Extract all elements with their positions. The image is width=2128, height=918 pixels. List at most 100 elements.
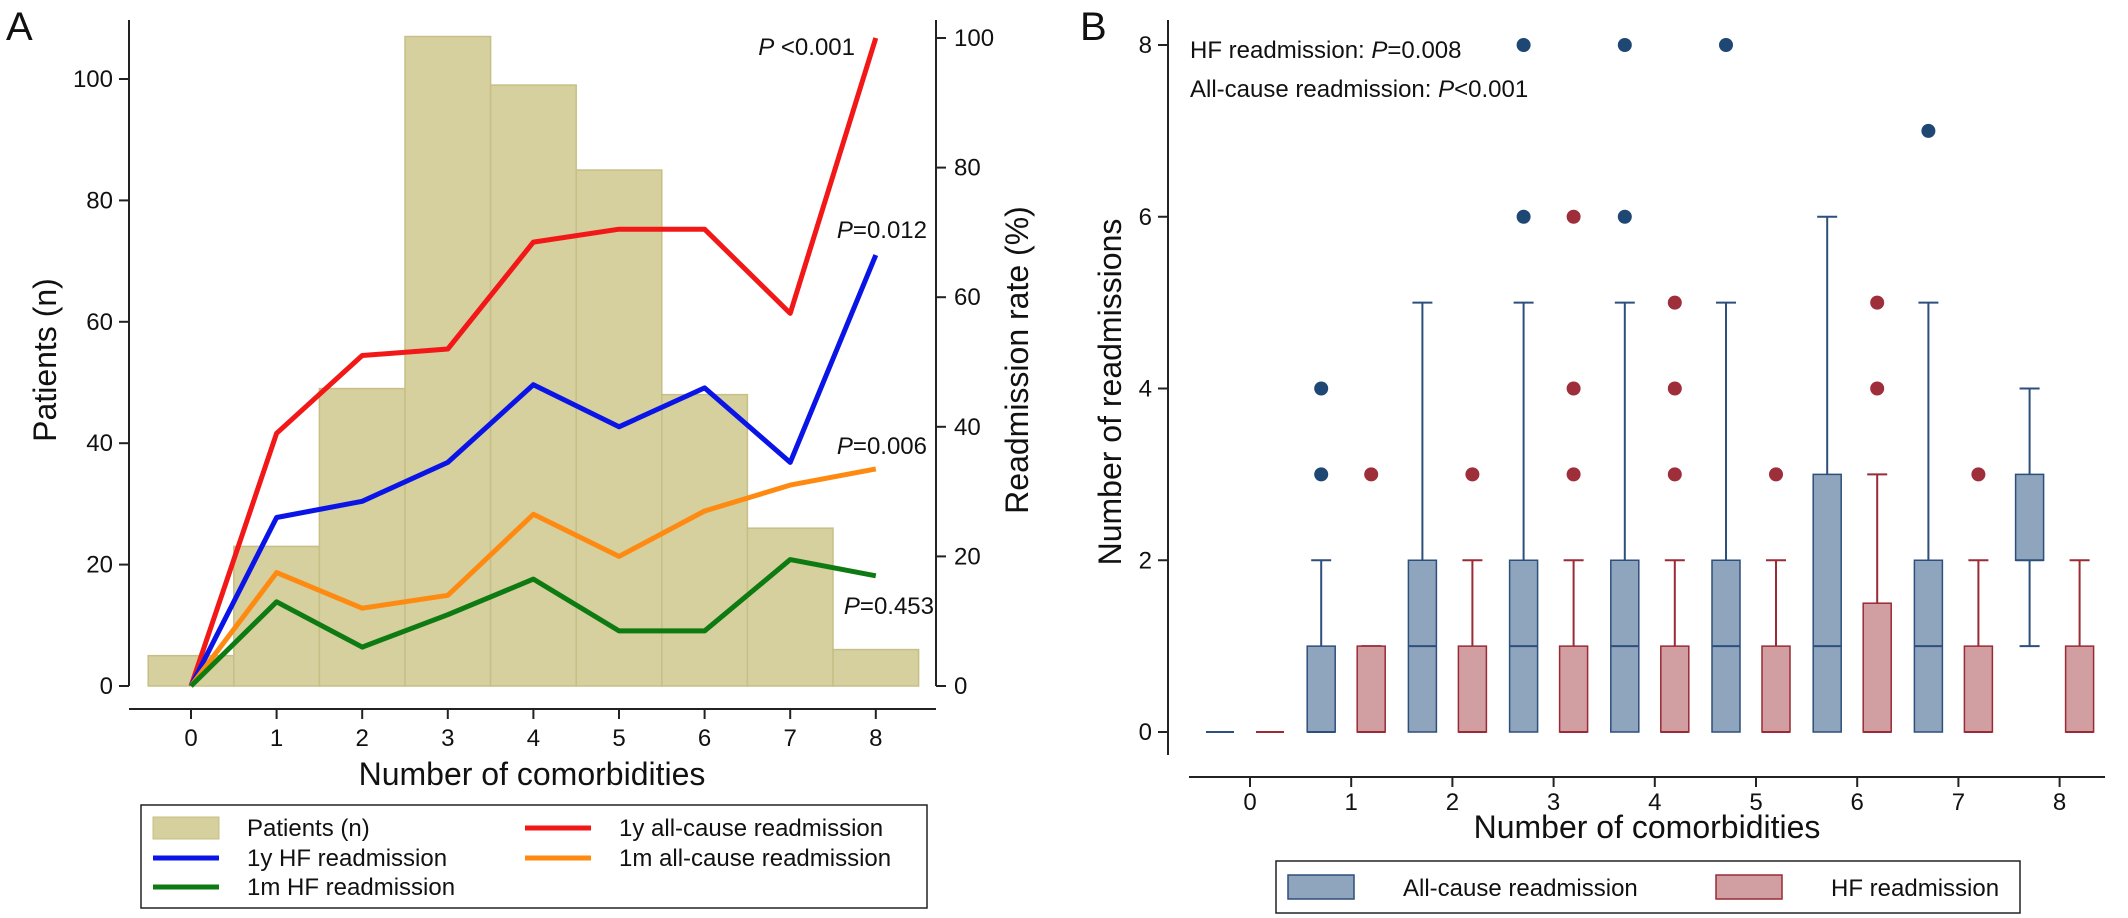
- x-tick-label-a-1: 1: [270, 725, 283, 752]
- legend-label-1y-hf: 1y HF readmission: [247, 845, 447, 872]
- line-1m-hf-readmission: [189, 557, 877, 688]
- box-hf-4-outlier-4: [1667, 381, 1682, 396]
- panel-b-boxes: [1206, 38, 2095, 733]
- box-hf-1-outlier-3: [1364, 467, 1379, 482]
- x-tick-label-b-5: 5: [1749, 789, 1762, 816]
- panel-a-x-ticks: 0 1 2 3 4 5 6 7 8: [184, 709, 882, 752]
- annotation-p-1m-allcause: P=0.006: [837, 433, 927, 460]
- box-hf-6-body: [1862, 602, 1892, 733]
- line-1m-all-cause-readmission: [189, 466, 877, 688]
- bar-patients-8: [832, 648, 920, 687]
- box-allcause-7-outlier-7: [1921, 123, 1936, 138]
- x-tick-label-a-4: 4: [527, 725, 540, 752]
- panel-a-x-axis-label: Number of comorbidities: [359, 756, 706, 792]
- x-tick-label-b-4: 4: [1648, 789, 1661, 816]
- panel-a: A 0 20 40 60 80 100 0 20 40 60 80 100 0 1 2 3 4 5 6 7 8 Pa…: [6, 5, 1035, 909]
- box-hf-4-body: [1660, 645, 1690, 733]
- left-tick-label-60: 60: [86, 309, 113, 336]
- x-tick-label-a-0: 0: [184, 725, 197, 752]
- panel-b-x-ticks: 0 1 2 3 4 5 6 7 8: [1243, 777, 2066, 816]
- right-tick-label-100: 100: [954, 25, 994, 52]
- box-allcause-1-body: [1306, 645, 1336, 733]
- x-tick-label-b-6: 6: [1851, 789, 1864, 816]
- legend-label-box-allcause: All-cause readmission: [1403, 875, 1638, 902]
- box-hf-4-outlier-3: [1667, 467, 1682, 482]
- box-hf-5-outlier-3: [1769, 467, 1783, 482]
- box-allcause-3-outlier-8: [1516, 38, 1531, 52]
- box-allcause-1-outlier-3: [1314, 467, 1329, 482]
- box-hf-2-outlier-3: [1465, 467, 1480, 482]
- bar-patients-7: [746, 527, 834, 687]
- box-allcause-3-outlier-6: [1516, 209, 1531, 224]
- panel-b-x-axis-label: Number of comorbidities: [1474, 809, 1821, 845]
- annotation-b-allcause: All-cause readmission: P<0.001: [1190, 76, 1528, 103]
- legend-label-patients: Patients (n): [247, 815, 370, 842]
- box-hf-6-outlier-5: [1870, 295, 1885, 310]
- left-tick-label-40: 40: [86, 430, 113, 457]
- box-hf-8-body: [2064, 645, 2095, 733]
- box-allcause-4-outlier-6: [1617, 209, 1632, 224]
- x-tick-label-a-6: 6: [698, 725, 711, 752]
- right-tick-label-60: 60: [954, 284, 981, 311]
- panel-b: B 0 2 4 6 8 0 1 2 3 4 5 6 7 8 Number of readmissions…: [1080, 5, 2105, 914]
- x-tick-label-b-1: 1: [1345, 789, 1358, 816]
- box-hf-7-outlier-3: [1971, 467, 1986, 482]
- bar-patients-3: [404, 35, 492, 687]
- legend-label-1m-hf: 1m HF readmission: [247, 874, 455, 901]
- b-tick-label-4: 4: [1139, 376, 1152, 403]
- annotation-p-1y-hf: P=0.012: [837, 217, 927, 244]
- box-hf-2-body: [1457, 645, 1488, 733]
- box-hf-3-outlier-4: [1566, 381, 1581, 396]
- panel-a-bars: [147, 35, 920, 687]
- box-hf-6-outlier-4: [1870, 381, 1885, 396]
- legend-swatch-patients: [152, 816, 220, 840]
- b-tick-label-8: 8: [1139, 32, 1152, 59]
- panel-a-y-axis-label: Patients (n): [27, 278, 63, 442]
- bar-patients-6: [661, 393, 749, 687]
- box-allcause-6-body: [1812, 473, 1842, 733]
- right-tick-label-20: 20: [954, 543, 981, 570]
- box-allcause-4-outlier-8: [1617, 38, 1632, 52]
- panel-b-y-ticks: 0 2 4 6 8: [1139, 32, 1168, 746]
- left-tick-label-100: 100: [73, 66, 113, 93]
- panel-a-left-ticks: 0 20 40 60 80 100: [73, 66, 129, 700]
- legend-label-1m-allcause: 1m all-cause readmission: [619, 845, 891, 872]
- x-tick-label-b-3: 3: [1547, 789, 1560, 816]
- line-1y-hf-readmission: [188, 254, 879, 688]
- x-tick-label-b-0: 0: [1243, 789, 1256, 816]
- box-hf-4-outlier-5: [1667, 295, 1682, 310]
- b-tick-label-2: 2: [1139, 547, 1152, 574]
- legend-label-1y-allcause: 1y all-cause readmission: [619, 815, 883, 842]
- panel-a-label: A: [6, 5, 33, 49]
- b-tick-label-0: 0: [1139, 719, 1152, 746]
- left-tick-label-80: 80: [86, 187, 113, 214]
- annotation-b-hf: HF readmission: P=0.008: [1190, 37, 1461, 64]
- line-1y-all-cause-readmission: [188, 37, 879, 687]
- box-hf-3-body: [1558, 645, 1589, 733]
- x-tick-label-a-5: 5: [612, 725, 625, 752]
- panel-a-y2-axis-label: Readmission rate (%): [999, 206, 1035, 514]
- box-hf-3-outlier-6: [1566, 209, 1581, 224]
- legend-swatch-box-allcause: [1287, 874, 1355, 900]
- x-tick-label-b-2: 2: [1446, 789, 1459, 816]
- panel-b-label: B: [1080, 5, 1107, 49]
- x-tick-label-b-8: 8: [2053, 789, 2066, 816]
- panel-b-y-axis-label: Number of readmissions: [1092, 219, 1128, 566]
- annotation-p-1m-hf: P=0.453: [844, 593, 934, 620]
- x-tick-label-a-3: 3: [441, 725, 454, 752]
- box-hf-3-outlier-3: [1566, 467, 1581, 482]
- x-tick-label-a-7: 7: [784, 725, 797, 752]
- b-tick-label-6: 6: [1139, 204, 1152, 231]
- x-tick-label-a-8: 8: [869, 725, 882, 752]
- panel-a-right-ticks: 0 20 40 60 80 100: [936, 25, 994, 700]
- x-tick-label-b-7: 7: [1952, 789, 1965, 816]
- box-hf-5-body: [1761, 645, 1791, 733]
- box-hf-1-body: [1356, 645, 1386, 733]
- left-tick-label-0: 0: [100, 673, 113, 700]
- box-hf-7-body: [1963, 645, 1994, 733]
- panel-b-legend-box: [1275, 860, 2021, 914]
- left-tick-label-20: 20: [86, 552, 113, 579]
- annotation-p-1y-allcause: P <0.001: [758, 34, 855, 61]
- panel-b-legend: All-cause readmission HF readmission: [1275, 860, 2021, 914]
